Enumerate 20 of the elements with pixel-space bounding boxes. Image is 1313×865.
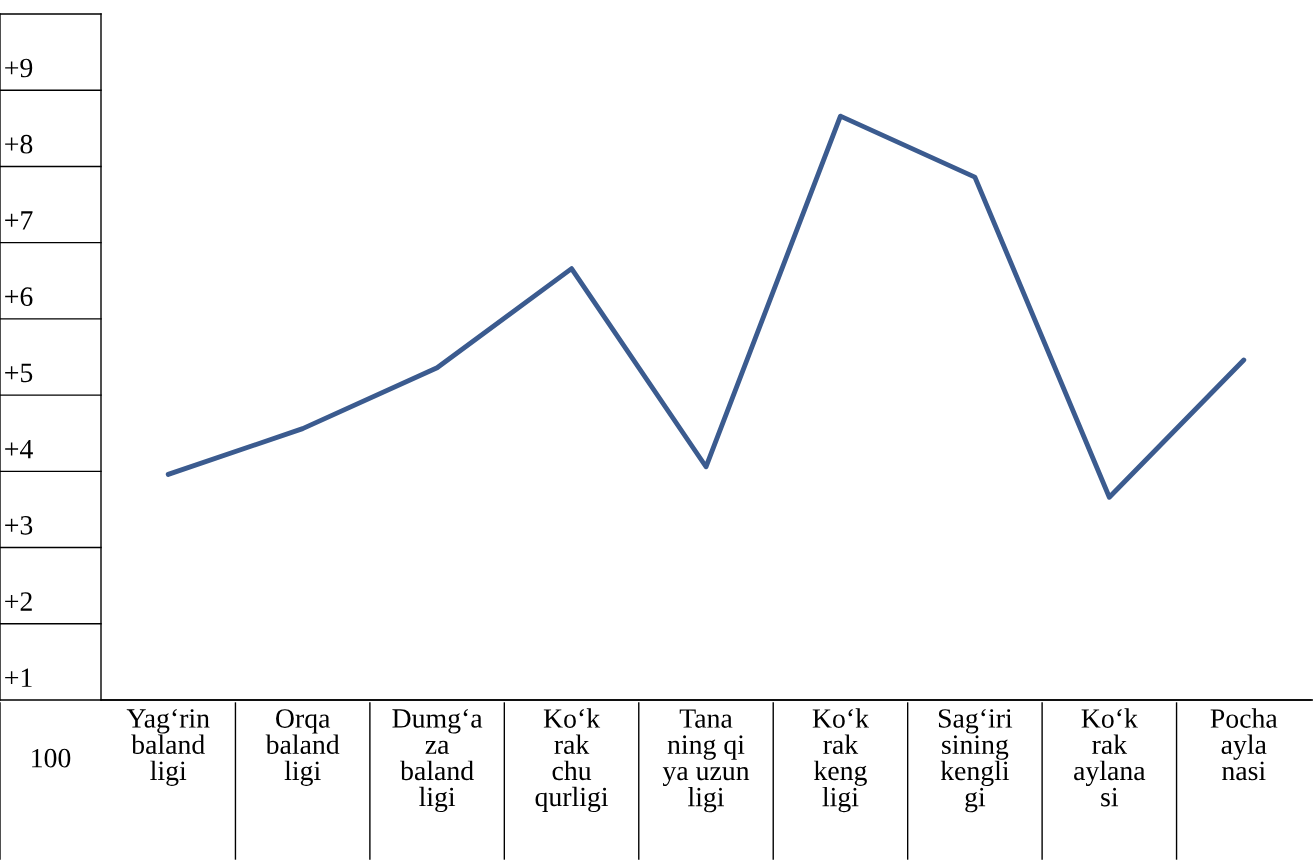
x-tick-label: Sag‘iri sining kengli gi — [938, 709, 1013, 813]
x-tick-label: Pocha ayla nasi — [1210, 708, 1278, 781]
y-tick-label: +3 — [5, 516, 33, 535]
x-tick-label: Ko‘k rak keng ligi — [812, 708, 869, 813]
x-tick-label: Yag‘rin baland ligi — [126, 709, 210, 786]
y-tick-label: +6 — [5, 287, 33, 307]
y-tick-label: +9 — [5, 58, 33, 78]
x-tick-label: Ko‘k rak chu qurligi — [535, 708, 609, 813]
y-tick-label: +5 — [5, 363, 33, 383]
x-tick-label: Orqa baland ligi — [265, 709, 340, 786]
line-series — [165, 113, 1247, 500]
y-tick-label: +2 — [5, 592, 32, 611]
text: 100 — [32, 748, 71, 768]
x-tick-label: Tana ning qi ya uzun ligi — [662, 709, 750, 813]
y-tick-label: +7 — [5, 211, 33, 230]
x-tick-label: Ko‘k rak aylana si — [1074, 708, 1146, 807]
y-tick-label: +8 — [5, 134, 33, 154]
x-tick-label: Dumg‘a za baland ligi — [392, 709, 483, 813]
y-tick-label: +4 — [5, 439, 33, 459]
y-tick-label: +1 — [5, 668, 32, 687]
